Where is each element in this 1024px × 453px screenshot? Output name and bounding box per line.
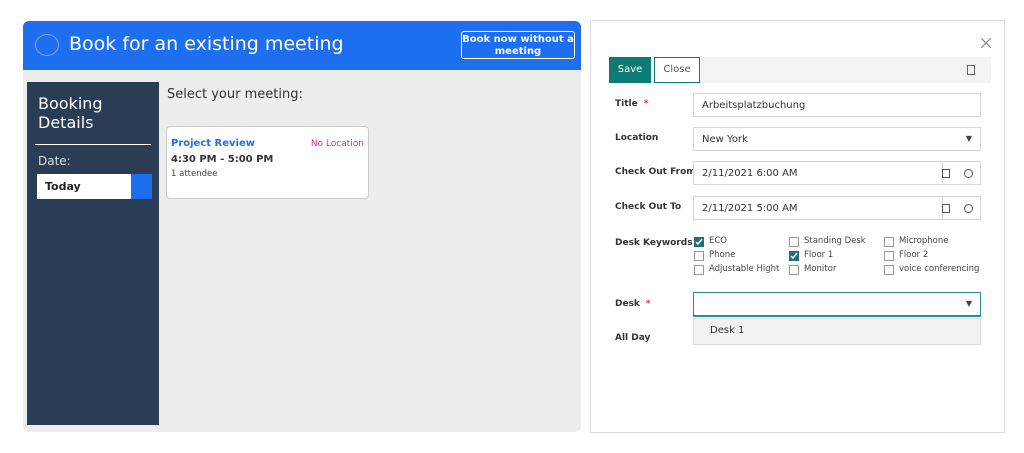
close-button[interactable]: Close — [654, 57, 700, 83]
left-panel: Book for an existing meeting Book now wi… — [23, 21, 581, 432]
checkbox-label: Phone — [709, 250, 736, 260]
field-value: Arbeitsplatzbuchung — [702, 100, 806, 111]
field-label: Check Out From — [615, 167, 696, 177]
sidebar: Booking Details Date: Today — [27, 82, 159, 425]
checkbox-label: Floor 1 — [804, 250, 834, 260]
checkbox-label: ECO — [709, 236, 727, 246]
keywords-label: Desk Keywords — [615, 238, 693, 248]
save-button[interactable]: Save — [609, 57, 651, 83]
all-day-label: All Day — [615, 333, 651, 343]
header-title: Book for an existing meeting — [69, 33, 344, 55]
checkbox-label: Microphone — [899, 236, 949, 246]
field-value: 2/11/2021 6:00 AM — [702, 168, 798, 179]
meetings-heading: Select your meeting: — [167, 87, 303, 102]
meeting-attendees: 1 attendee — [171, 169, 218, 179]
field-input[interactable]: 2/11/2021 6:00 AM — [693, 161, 981, 185]
checkbox[interactable] — [884, 237, 894, 247]
clock-icon[interactable] — [964, 204, 973, 213]
clock-icon[interactable] — [964, 169, 973, 178]
divider — [35, 144, 151, 145]
calendar-icon[interactable] — [942, 169, 950, 178]
field-input[interactable]: 2/11/2021 5:00 AM — [693, 196, 981, 220]
checkbox[interactable] — [789, 265, 799, 275]
date-input[interactable]: Today — [37, 174, 131, 199]
date-label: Date: — [38, 154, 71, 168]
desk-select[interactable]: ▼ — [693, 292, 981, 316]
field-value: New York — [702, 134, 748, 145]
calendar-icon[interactable] — [942, 204, 950, 213]
desk-option[interactable]: Desk 1 — [693, 318, 981, 345]
required-mark: * — [643, 99, 649, 109]
checkbox-label: voice conferencing — [899, 264, 980, 274]
field-label: Location — [615, 133, 658, 143]
checkbox-label: Monitor — [804, 264, 837, 274]
meeting-title: Project Review — [171, 138, 255, 149]
field-input[interactable]: Arbeitsplatzbuchung — [693, 93, 981, 117]
checkbox[interactable] — [694, 265, 704, 275]
field-label: Check Out To — [615, 202, 681, 212]
caret: ▼ — [965, 134, 972, 143]
checkbox-label: Standing Desk — [804, 236, 866, 246]
field-label: Title * — [615, 99, 648, 109]
close-icon[interactable] — [981, 38, 991, 48]
checkbox[interactable] — [884, 265, 894, 275]
checkbox[interactable] — [789, 251, 799, 261]
header-icon — [35, 34, 59, 56]
label-text: Location — [615, 133, 659, 143]
checkbox[interactable] — [694, 237, 704, 247]
desk-label: Desk * — [615, 299, 651, 309]
label-text: Check Out To — [615, 202, 682, 212]
field-value: 2/11/2021 5:00 AM — [702, 203, 798, 214]
caret: ▼ — [965, 299, 972, 308]
checkmark — [790, 252, 798, 260]
header: Book for an existing meeting Book now wi… — [23, 21, 581, 70]
checkmark — [695, 238, 703, 246]
meeting-location: No Location — [310, 139, 364, 149]
checkbox[interactable] — [694, 251, 704, 261]
sidebar-title: Booking Details — [38, 94, 103, 132]
book-now-button[interactable]: Book now without a meeting — [461, 31, 575, 59]
label-text: Title — [615, 99, 638, 109]
required-mark: * — [645, 299, 651, 309]
label-text: Check Out From — [615, 167, 696, 177]
checkbox-label: Adjustable Hight — [709, 264, 780, 274]
meeting-card[interactable]: Project Review No Location 4:30 PM - 5:0… — [166, 126, 369, 199]
form-panel: Save Close Desk Keywords Desk * ▼ Desk 1 … — [590, 20, 1005, 433]
checkbox[interactable] — [884, 251, 894, 261]
calendar-button[interactable] — [131, 174, 152, 199]
checkbox[interactable] — [789, 237, 799, 247]
toolbar: Save Close — [609, 57, 991, 83]
field-input[interactable]: New York ▼ — [693, 127, 981, 151]
checkbox-label: Floor 2 — [899, 250, 929, 260]
meeting-time: 4:30 PM - 5:00 PM — [171, 154, 274, 165]
label-text: Desk — [615, 299, 640, 309]
form-icon[interactable] — [967, 65, 975, 75]
